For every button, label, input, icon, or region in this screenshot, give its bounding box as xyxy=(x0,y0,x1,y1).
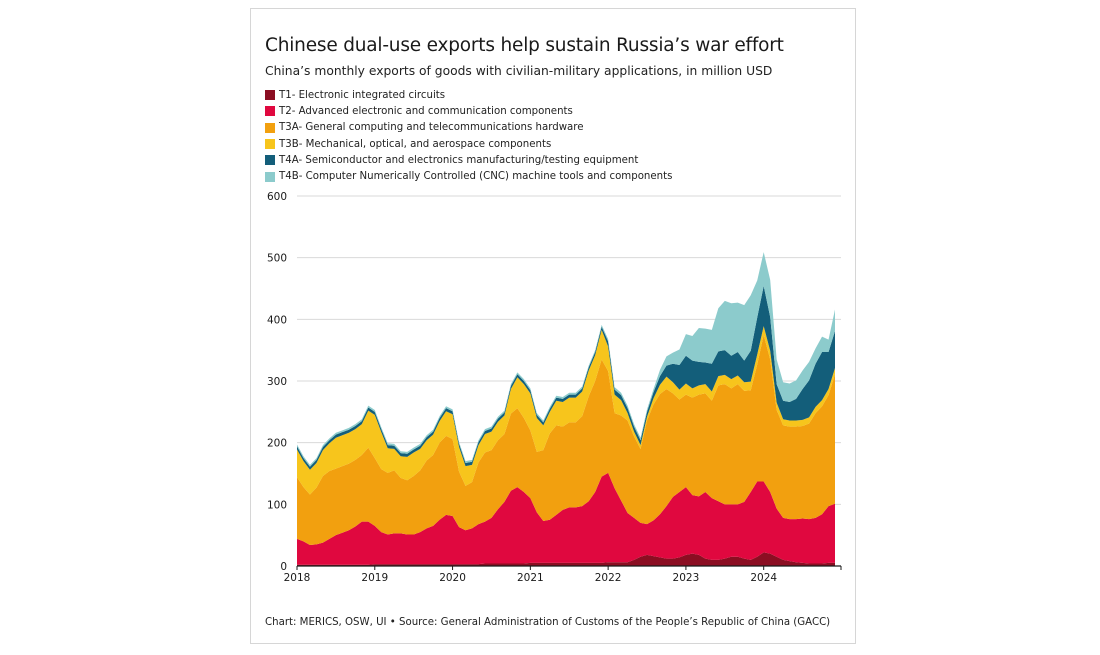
legend-label: T4B- Computer Numerically Controlled (CN… xyxy=(279,171,673,183)
x-tick-label: 2018 xyxy=(284,572,311,584)
legend-swatch xyxy=(265,171,275,182)
legend-label: T3B- Mechanical, optical, and aerospace … xyxy=(279,138,552,150)
legend-swatch xyxy=(265,90,275,101)
y-tick-label: 500 xyxy=(267,253,287,265)
legend-item: T2- Advanced electronic and communicatio… xyxy=(265,103,672,119)
y-tick-label: 400 xyxy=(267,314,287,326)
legend-swatch xyxy=(265,155,275,166)
legend-item: T3A- General computing and telecommunica… xyxy=(265,120,672,136)
legend-item: T1- Electronic integrated circuits xyxy=(265,87,672,103)
chart-subtitle: China’s monthly exports of goods with ci… xyxy=(265,64,773,78)
legend-swatch xyxy=(265,139,275,150)
legend-swatch xyxy=(265,106,275,117)
legend-label: T3A- General computing and telecommunica… xyxy=(279,122,584,134)
y-tick-label: 200 xyxy=(267,438,287,450)
y-tick-label: 300 xyxy=(267,376,287,388)
x-tick-label: 2019 xyxy=(361,572,388,584)
chart-title: Chinese dual-use exports help sustain Ru… xyxy=(265,35,784,56)
legend-item: T4B- Computer Numerically Controlled (CN… xyxy=(265,168,672,184)
y-tick-label: 0 xyxy=(280,561,287,573)
area-series-2 xyxy=(297,472,835,565)
x-tick-label: 2020 xyxy=(439,572,466,584)
x-tick-label: 2023 xyxy=(673,572,700,584)
stacked-area-chart: 0 100 200 300 400 500 600 2018 2019 2020 2021 2022 2… xyxy=(267,191,842,584)
y-tick-label: 100 xyxy=(267,499,287,511)
area-series-1 xyxy=(297,552,835,566)
x-tick-label: 2024 xyxy=(750,572,777,584)
legend: T1- Electronic integrated circuits T2- Ad… xyxy=(265,87,672,185)
legend-item: T3B- Mechanical, optical, and aerospace … xyxy=(265,136,672,152)
area-series-3 xyxy=(297,334,835,546)
x-tick-label: 2021 xyxy=(517,572,544,584)
legend-swatch xyxy=(265,122,275,133)
legend-label: T4A- Semiconductor and electronics manuf… xyxy=(279,154,639,166)
legend-item: T4A- Semiconductor and electronics manuf… xyxy=(265,152,672,168)
legend-label: T2- Advanced electronic and communicatio… xyxy=(279,105,573,117)
chart-source: Chart: MERICS, OSW, UI • Source: General… xyxy=(265,617,831,628)
area-series-4 xyxy=(297,326,835,495)
legend-label: T1- Electronic integrated circuits xyxy=(279,89,446,101)
chart-card: Chinese dual-use exports help sustain Ru… xyxy=(250,8,856,644)
y-tick-label: 600 xyxy=(267,191,287,203)
x-tick-label: 2022 xyxy=(595,572,622,584)
